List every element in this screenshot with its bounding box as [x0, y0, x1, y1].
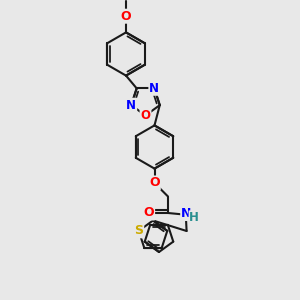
Text: N: N: [126, 99, 136, 112]
Text: O: O: [149, 176, 160, 190]
Text: O: O: [143, 206, 154, 220]
Text: S: S: [134, 224, 143, 237]
Text: O: O: [121, 10, 131, 23]
Text: O: O: [140, 109, 151, 122]
Text: N: N: [181, 207, 191, 220]
Text: N: N: [149, 82, 159, 95]
Text: H: H: [189, 211, 199, 224]
